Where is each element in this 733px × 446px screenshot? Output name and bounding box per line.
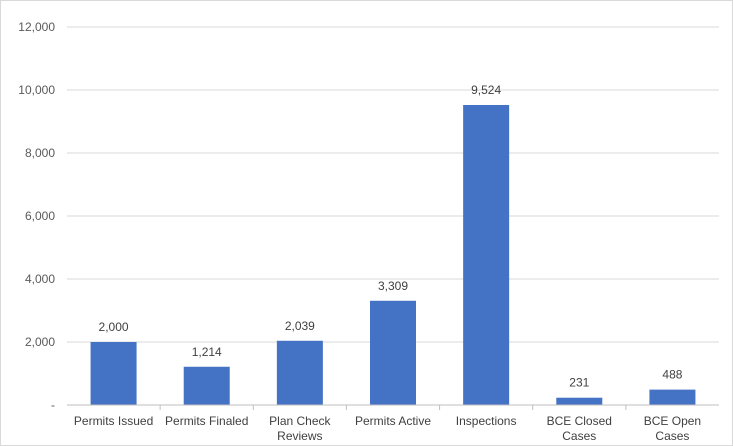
category-label: BCE Open Cases [644,414,701,443]
bar [276,340,323,405]
y-tick-label: 10,000 [18,83,55,97]
category-label-line: Plan Check [269,414,331,428]
y-tick-label: 12,000 [18,20,55,34]
category-labels: Permits Issued Permits Finaled Plan Check R… [74,414,701,443]
gridlines [67,26,719,343]
bars [90,104,696,405]
x-axis [67,404,719,410]
data-label: 9,524 [471,83,501,97]
y-tick-label: 6,000 [25,209,55,223]
category-label: Plan Check Reviews [269,414,331,443]
data-label: 488 [662,368,682,382]
data-label: 3,309 [378,279,408,293]
bar [370,300,416,405]
category-label-line: BCE Closed [547,414,612,428]
category-label: Permits Issued [74,414,153,428]
y-axis-tick-labels: - 2,000 4,000 6,000 8,000 10,000 12,000 [18,20,55,412]
category-label: Inspections [456,414,517,428]
data-label: 2,039 [285,319,315,333]
y-tick-label: 4,000 [25,272,55,286]
bar [183,366,230,405]
bar [90,342,137,405]
data-label: 231 [569,376,589,390]
category-label: Permits Active [355,414,431,428]
category-label-line: Reviews [277,429,322,443]
category-label: BCE Closed Cases [547,414,612,443]
bar [556,397,603,405]
y-tick-label: 2,000 [25,335,55,349]
bar [649,389,696,405]
category-label-line: Cases [655,429,689,443]
category-label-line: BCE Open [644,414,701,428]
data-label: 2,000 [99,320,129,334]
bar [463,104,510,405]
y-tick-label: 8,000 [25,146,55,160]
y-tick-label: - [51,398,55,412]
data-label: 1,214 [192,345,222,359]
category-label: Permits Finaled [165,414,248,428]
data-labels: 2,000 1,214 2,039 3,309 9,524 231 488 [99,83,683,390]
category-label-line: Cases [562,429,596,443]
